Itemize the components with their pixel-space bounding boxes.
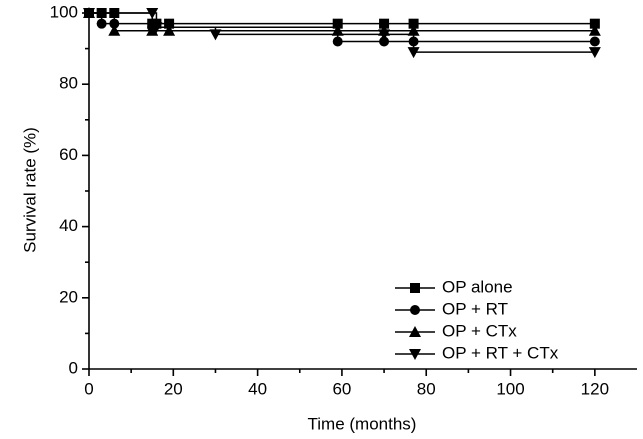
marker (331, 24, 344, 36)
marker (146, 24, 159, 36)
marker (378, 29, 391, 41)
marker (589, 18, 600, 29)
marker (150, 22, 163, 34)
y-axis-label: Survival rate (%) (20, 127, 39, 253)
marker (379, 18, 390, 29)
x-tick-label: 120 (581, 379, 609, 398)
marker (407, 24, 420, 36)
x-tick-label: 40 (248, 379, 267, 398)
marker (209, 29, 222, 41)
y-tick-label: 100 (50, 2, 78, 21)
legend-label: OP + RT (442, 299, 508, 318)
legend-label: OP + RT + CTx (442, 343, 559, 362)
marker (409, 326, 421, 337)
marker (407, 47, 420, 59)
marker (409, 349, 421, 360)
y-tick-label: 60 (59, 145, 78, 164)
marker (332, 36, 343, 47)
marker (410, 305, 420, 315)
marker (163, 24, 176, 36)
marker (96, 18, 107, 29)
marker (332, 18, 343, 29)
marker (408, 18, 419, 29)
y-tick-label: 80 (59, 74, 78, 93)
x-tick-label: 100 (496, 379, 524, 398)
marker (83, 8, 95, 19)
marker (410, 283, 420, 293)
marker (108, 24, 121, 36)
y-tick-label: 20 (59, 287, 78, 306)
marker (164, 18, 175, 29)
legend-label: OP alone (442, 277, 513, 296)
marker (146, 8, 159, 19)
x-tick-label: 20 (164, 379, 183, 398)
x-axis-label: Time (months) (308, 414, 417, 433)
y-tick-label: 40 (59, 216, 78, 235)
marker (379, 36, 390, 47)
marker (588, 24, 601, 36)
legend-label: OP + CTx (442, 321, 517, 340)
x-tick-label: 60 (332, 379, 351, 398)
x-tick-label: 80 (417, 379, 436, 398)
x-tick-label: 0 (84, 379, 93, 398)
marker (589, 36, 600, 47)
y-tick-label: 0 (69, 358, 78, 377)
marker (588, 47, 601, 59)
